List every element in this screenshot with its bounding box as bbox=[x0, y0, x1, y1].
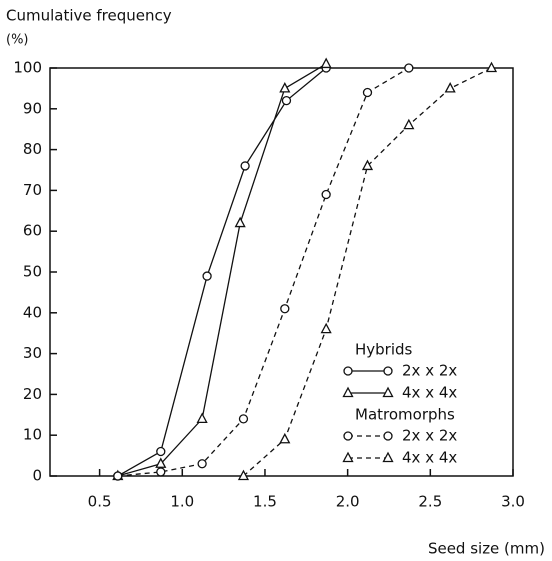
marker bbox=[156, 467, 166, 477]
x-tick-label: 1.0 bbox=[170, 493, 194, 511]
legend-label: 2x x 2x bbox=[402, 362, 457, 380]
legend-group-title: Hybrids bbox=[355, 341, 413, 359]
marker bbox=[156, 446, 166, 457]
marker bbox=[321, 189, 331, 200]
marker bbox=[444, 82, 456, 93]
marker bbox=[279, 82, 291, 93]
marker bbox=[237, 469, 250, 481]
marker bbox=[404, 63, 414, 73]
y-tick-label: 10 bbox=[23, 426, 42, 444]
legend-marker bbox=[382, 386, 394, 398]
marker bbox=[234, 216, 246, 228]
marker bbox=[281, 95, 292, 106]
legend-marker bbox=[382, 451, 394, 463]
y-tick-label: 90 bbox=[23, 99, 42, 117]
marker bbox=[403, 118, 415, 130]
marker bbox=[196, 412, 208, 424]
marker bbox=[362, 87, 373, 98]
y-tick-label: 30 bbox=[23, 344, 42, 362]
marker bbox=[320, 57, 332, 69]
marker bbox=[280, 304, 290, 314]
series-line bbox=[117, 67, 410, 477]
legend-marker bbox=[343, 366, 353, 376]
marker bbox=[113, 471, 123, 481]
legend-label: 2x x 2x bbox=[402, 427, 457, 445]
legend-label: 4x x 4x bbox=[402, 449, 457, 467]
y-tick-label: 40 bbox=[23, 303, 42, 321]
legend-group-title: Matromorphs bbox=[355, 406, 455, 424]
legend-marker bbox=[342, 386, 354, 398]
marker bbox=[238, 414, 249, 424]
y-tick-label: 50 bbox=[23, 263, 42, 281]
marker bbox=[485, 61, 498, 73]
y-axis-unit: (%) bbox=[6, 33, 29, 48]
series-line bbox=[117, 67, 327, 477]
legend-marker bbox=[383, 431, 393, 441]
legend-marker bbox=[342, 451, 354, 463]
y-tick-label: 100 bbox=[13, 59, 42, 77]
y-axis-label: Cumulative frequency bbox=[6, 7, 172, 25]
y-tick-label: 70 bbox=[23, 181, 42, 199]
y-tick-label: 80 bbox=[23, 140, 42, 158]
marker bbox=[279, 432, 291, 444]
marker bbox=[155, 457, 167, 468]
marker bbox=[361, 159, 374, 171]
y-tick-label: 20 bbox=[23, 385, 42, 403]
marker bbox=[320, 322, 332, 334]
x-tick-label: 1.5 bbox=[253, 493, 277, 511]
x-tick-label: 3.0 bbox=[501, 493, 525, 511]
marker bbox=[240, 161, 250, 171]
x-tick-label: 2.5 bbox=[418, 493, 442, 511]
marker bbox=[197, 459, 207, 469]
y-tick-label: 0 bbox=[32, 467, 42, 485]
y-tick-label: 60 bbox=[23, 222, 42, 240]
legend-marker bbox=[383, 366, 393, 376]
legend-label: 4x x 4x bbox=[402, 384, 457, 402]
x-tick-label: 2.0 bbox=[336, 493, 360, 511]
marker bbox=[202, 271, 212, 281]
x-tick-label: 0.5 bbox=[88, 493, 112, 511]
x-axis-label: Seed size (mm) bbox=[428, 540, 545, 558]
legend-marker bbox=[343, 431, 353, 441]
series-line bbox=[117, 63, 327, 477]
